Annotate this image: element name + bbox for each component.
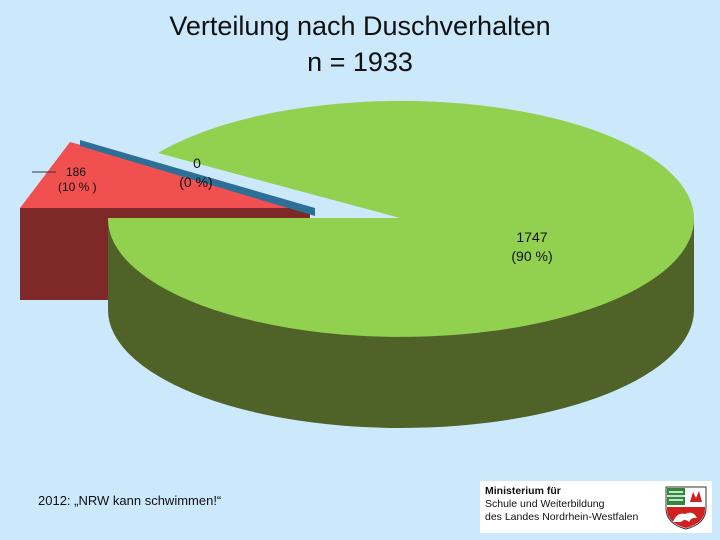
pie-slice-green-side (108, 218, 694, 428)
pie-slice-blue (80, 140, 315, 216)
logo-line-2: Schule und Weiterbildung (485, 498, 605, 510)
label-red-value: 186 (66, 165, 86, 179)
ministry-logo: Ministerium für Schule und Weiterbildung… (480, 481, 712, 533)
logo-line-1: Ministerium für (485, 485, 561, 497)
label-blue-percent: (0 %) (179, 174, 212, 190)
label-red-percent: (10 % ) (58, 180, 97, 194)
pie-slice-green (107, 100, 694, 337)
footer-caption: 2012: „NRW kann schwimmen!“ (38, 493, 222, 508)
label-green-value: 1747 (516, 229, 547, 245)
chart-title: Verteilung nach Duschverhalten (169, 11, 551, 41)
logo-line-3: des Landes Nordrhein-Westfalen (485, 511, 639, 523)
chart-title-block: Verteilung nach Duschverhalten n = 1933 (0, 8, 720, 80)
label-blue-value: 0 (193, 155, 201, 171)
nrw-crest-icon (665, 486, 707, 530)
chart-subtitle: n = 1933 (307, 47, 413, 77)
label-green-percent: (90 %) (511, 248, 552, 264)
ministry-logo-text: Ministerium für Schule und Weiterbildung… (485, 485, 657, 524)
